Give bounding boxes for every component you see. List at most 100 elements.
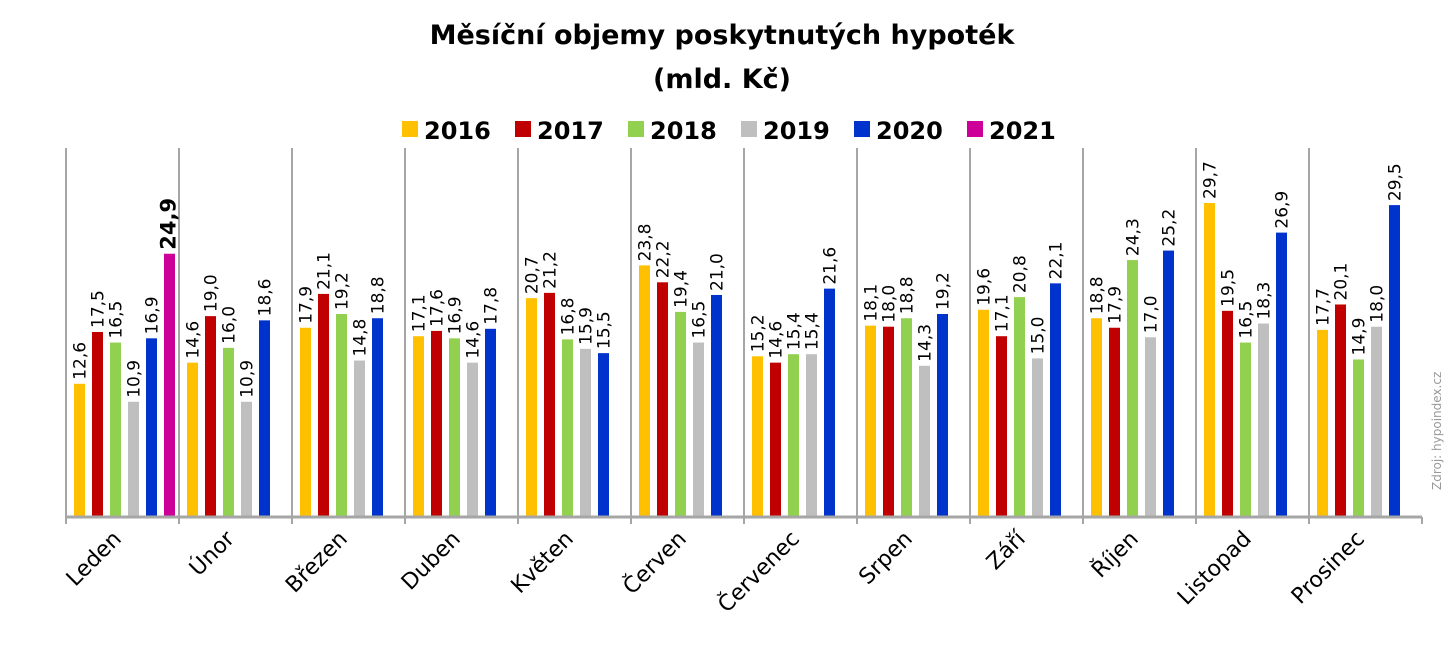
bar-label-2021-Leden: 24,9 bbox=[157, 198, 181, 250]
bar-label-2018-Červen: 19,4 bbox=[672, 270, 692, 308]
bar-2019-Červen bbox=[693, 342, 704, 517]
bar-label-2016-Květen: 20,7 bbox=[523, 256, 543, 294]
bar-2018-Červen bbox=[675, 311, 686, 517]
legend-swatch-2020 bbox=[854, 121, 870, 137]
bar-2019-Srpen bbox=[919, 365, 930, 517]
bar-label-2018-Listopad: 16,5 bbox=[1237, 301, 1257, 339]
bar-label-2017-Listopad: 19,5 bbox=[1219, 269, 1239, 307]
legend-swatch-2021 bbox=[967, 121, 983, 137]
bar-2019-Listopad bbox=[1258, 323, 1269, 517]
bar-2017-Srpen bbox=[883, 326, 894, 517]
legend-label-2021: 2021 bbox=[989, 117, 1056, 145]
legend-swatch-2018 bbox=[628, 121, 644, 137]
bar-2016-Červenec bbox=[752, 356, 763, 517]
x-axis-label-11: Prosinec bbox=[1287, 527, 1370, 610]
bar-2018-Leden bbox=[110, 342, 121, 517]
bar-label-2016-Listopad: 29,7 bbox=[1201, 161, 1221, 199]
bars bbox=[74, 203, 1400, 518]
x-axis-label-6: Červenec bbox=[713, 526, 805, 618]
x-axis-label-5: Červen bbox=[618, 526, 692, 600]
bar-2018-Říjen bbox=[1127, 260, 1138, 517]
bar-2017-Říjen bbox=[1109, 327, 1120, 517]
bar-2016-Květen bbox=[526, 298, 537, 517]
bar-label-2017-Červenec: 14,6 bbox=[767, 321, 787, 359]
bar-2020-Listopad bbox=[1276, 232, 1287, 517]
bar-label-2018-Říjen: 24,3 bbox=[1124, 218, 1144, 256]
bar-2021-Leden bbox=[164, 253, 175, 517]
bar-2020-Únor bbox=[259, 320, 270, 517]
bar-label-2016-Červenec: 15,2 bbox=[749, 314, 769, 352]
x-axis-ticks bbox=[65, 517, 1423, 524]
bar-label-2019-Duben: 14,6 bbox=[464, 321, 484, 359]
bar-label-2020-Říjen: 25,2 bbox=[1160, 209, 1180, 247]
bar-2017-Únor bbox=[205, 316, 216, 517]
legend-swatch-2019 bbox=[741, 121, 757, 137]
bar-label-2017-Březen: 21,1 bbox=[315, 252, 335, 290]
bar-label-2016-Prosinec: 17,7 bbox=[1314, 288, 1334, 326]
bar-label-2020-Prosinec: 29,5 bbox=[1386, 163, 1406, 201]
bar-label-2020-Červenec: 21,6 bbox=[821, 247, 841, 285]
bar-label-2020-Březen: 18,8 bbox=[369, 276, 389, 314]
bar-2020-Březen bbox=[372, 318, 383, 517]
bar-label-2018-Únor: 16,0 bbox=[220, 306, 240, 344]
bar-2017-Prosinec bbox=[1335, 304, 1346, 517]
bar-2019-Květen bbox=[580, 348, 591, 517]
bar-2020-Květen bbox=[598, 353, 609, 517]
legend-label-2019: 2019 bbox=[763, 117, 830, 145]
bar-2019-Prosinec bbox=[1371, 326, 1382, 517]
bar-label-2018-Září: 20,8 bbox=[1011, 255, 1031, 293]
bar-2016-Leden bbox=[74, 383, 85, 517]
bar-label-2019-Červen: 16,5 bbox=[690, 301, 710, 339]
bar-label-2016-Červen: 23,8 bbox=[636, 224, 656, 262]
bar-label-2017-Duben: 17,6 bbox=[428, 289, 448, 327]
x-axis-label-2: Březen bbox=[281, 527, 353, 599]
legend-swatch-2016 bbox=[402, 121, 418, 137]
bar-label-2018-Prosinec: 14,9 bbox=[1350, 318, 1370, 356]
legend-label-2016: 2016 bbox=[424, 117, 491, 145]
bar-2017-Červen bbox=[657, 282, 668, 517]
bar-label-2020-Září: 22,1 bbox=[1047, 241, 1067, 279]
legend-swatch-2017 bbox=[515, 121, 531, 137]
legend-label-2018: 2018 bbox=[650, 117, 717, 145]
bar-2016-Prosinec bbox=[1317, 329, 1328, 517]
bar-2020-Červen bbox=[711, 294, 722, 517]
category-separators bbox=[65, 148, 1310, 517]
bar-2020-Srpen bbox=[937, 314, 948, 517]
bar-2020-Prosinec bbox=[1389, 205, 1400, 517]
bar-label-2019-Srpen: 14,3 bbox=[916, 324, 936, 362]
bar-2016-Duben bbox=[413, 336, 424, 517]
x-axis-label-7: Srpen bbox=[854, 527, 917, 590]
bar-label-2019-Květen: 15,9 bbox=[577, 307, 597, 345]
x-axis-label-9: Říjen bbox=[1086, 526, 1143, 583]
bar-labels: 12,617,516,510,916,924,914,619,016,010,9… bbox=[71, 161, 1406, 398]
chart-legend: 2016 2017 2018 2019 2020 2021 bbox=[402, 117, 1056, 145]
bar-2020-Říjen bbox=[1163, 250, 1174, 518]
bar-2016-Září bbox=[978, 309, 989, 517]
bar-2018-Srpen bbox=[901, 318, 912, 517]
bar-2016-Listopad bbox=[1204, 203, 1215, 517]
bar-label-2018-Duben: 16,9 bbox=[446, 296, 466, 334]
bar-2019-Únor bbox=[241, 401, 252, 517]
bar-label-2016-Únor: 14,6 bbox=[184, 321, 204, 359]
bar-label-2018-Leden: 16,5 bbox=[107, 301, 127, 339]
chart-title: Měsíční objemy poskytnutých hypoték bbox=[430, 20, 1016, 51]
bar-2017-Duben bbox=[431, 330, 442, 517]
bar-label-2020-Srpen: 19,2 bbox=[934, 272, 954, 310]
bar-2016-Srpen bbox=[865, 325, 876, 517]
x-axis-labels: Leden Únor Březen Duben Květen Červen Červenec… bbox=[62, 525, 1370, 618]
x-axis-label-8: Září bbox=[982, 526, 1031, 575]
bar-label-2017-Únor: 19,0 bbox=[202, 274, 222, 312]
bar-label-2017-Červen: 22,2 bbox=[654, 240, 674, 278]
x-axis-label-0: Leden bbox=[62, 527, 127, 592]
bar-2019-Březen bbox=[354, 360, 365, 517]
bar-label-2017-Září: 17,1 bbox=[993, 294, 1013, 332]
bar-2018-Prosinec bbox=[1353, 359, 1364, 517]
bar-2018-Květen bbox=[562, 339, 573, 517]
bar-2017-Březen bbox=[318, 293, 329, 517]
bar-label-2020-Únor: 18,6 bbox=[256, 278, 276, 316]
bar-2018-Duben bbox=[449, 338, 460, 517]
bar-label-2017-Srpen: 18,0 bbox=[880, 285, 900, 323]
bar-label-2017-Prosinec: 20,1 bbox=[1332, 263, 1352, 301]
bar-2019-Červenec bbox=[806, 354, 817, 517]
